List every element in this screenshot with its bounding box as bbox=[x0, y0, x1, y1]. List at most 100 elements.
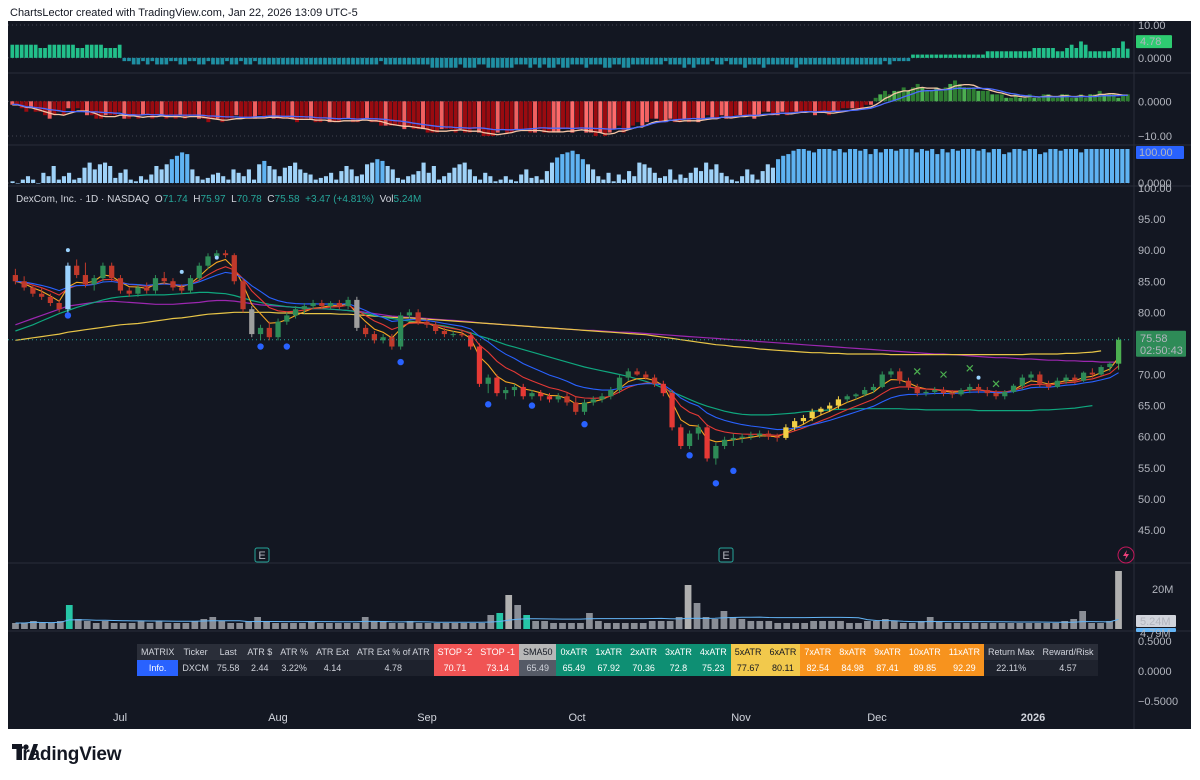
osc1-bar bbox=[355, 57, 360, 65]
signal-dot-top bbox=[65, 248, 70, 253]
osc3-bar bbox=[955, 150, 960, 183]
osc1-bar bbox=[1107, 51, 1111, 58]
osc1-bar bbox=[607, 57, 612, 68]
osc1-bar bbox=[1018, 51, 1023, 58]
osc1-bar bbox=[491, 57, 495, 68]
osc2-bar bbox=[472, 101, 477, 130]
osc3-bar bbox=[1048, 149, 1053, 183]
tradingview-logo[interactable]: TradingView bbox=[12, 744, 122, 766]
earnings-e-icon[interactable]: E bbox=[254, 547, 270, 563]
osc2-bar bbox=[920, 87, 925, 102]
volume-bar bbox=[505, 595, 513, 629]
osc1-bar bbox=[724, 57, 729, 62]
osc2-bar bbox=[1027, 94, 1032, 102]
candle-body bbox=[520, 386, 526, 397]
osc3-bar bbox=[210, 174, 215, 183]
osc1-bar bbox=[127, 57, 131, 62]
signal-dot bbox=[686, 452, 693, 459]
matrix-value-cell: 2.44 bbox=[243, 660, 277, 676]
candle-body bbox=[1019, 377, 1025, 386]
osc2-bar bbox=[145, 101, 150, 116]
osc3-bar bbox=[693, 167, 698, 183]
tradingview-logo-text: TradingView bbox=[12, 744, 122, 765]
osc1-bar bbox=[33, 44, 38, 58]
osc3-bar bbox=[56, 179, 61, 183]
osc2-bar bbox=[771, 101, 775, 116]
volume-bar bbox=[1097, 623, 1104, 629]
osc3-bar bbox=[734, 181, 740, 183]
osc3-bar bbox=[1053, 149, 1058, 183]
osc2-bar bbox=[327, 101, 332, 123]
osc3-bar bbox=[10, 181, 15, 183]
lightning-icon[interactable] bbox=[1117, 546, 1135, 564]
osc3-bar bbox=[1089, 149, 1094, 183]
matrix-header-cell: 9xATR bbox=[870, 644, 905, 660]
osc3-bar bbox=[878, 152, 883, 183]
chart-area[interactable]: 10.00 0.0000 4.78 0.0000 −10.00 0.0000 100.00 1… bbox=[8, 21, 1191, 729]
osc2-bar bbox=[864, 101, 869, 105]
volume-average-line bbox=[15, 616, 1119, 624]
osc3-bar bbox=[113, 177, 118, 183]
volume-bar bbox=[792, 623, 800, 629]
osc2-bar bbox=[61, 101, 66, 116]
osc2-bar bbox=[1107, 94, 1111, 102]
osc2-bar bbox=[505, 101, 509, 133]
chart-canvas[interactable]: 10.000.00004.780.0000−10.000.0000100.001… bbox=[8, 21, 1191, 729]
earnings-e-icon[interactable]: E bbox=[718, 547, 734, 563]
osc3-bar bbox=[642, 164, 647, 183]
osc3-bar bbox=[436, 179, 442, 183]
osc1-bar bbox=[850, 57, 855, 65]
candle-body bbox=[441, 330, 448, 335]
matrix-value-cell: 75.58 bbox=[212, 660, 244, 676]
osc2-bar bbox=[999, 94, 1004, 102]
volume-bar bbox=[765, 621, 773, 629]
volume-bar bbox=[200, 619, 208, 629]
osc2-bar bbox=[402, 101, 407, 130]
lower-axis-label: 0.0000 bbox=[1138, 666, 1172, 678]
osc2-bar bbox=[313, 101, 318, 123]
osc3-bar bbox=[349, 169, 354, 183]
osc1-bar bbox=[859, 57, 864, 65]
matrix-value-cell: 89.85 bbox=[904, 660, 945, 676]
legend-symbol-name[interactable]: DexCom, Inc. · 1D · NASDAQ bbox=[16, 194, 150, 205]
osc1-bar bbox=[365, 57, 369, 65]
osc2-bar bbox=[985, 90, 990, 102]
osc2-bar bbox=[1023, 97, 1027, 102]
osc3-bar bbox=[611, 181, 616, 183]
osc1-bar bbox=[337, 57, 341, 65]
candle-body bbox=[39, 293, 45, 297]
candle-body bbox=[905, 380, 912, 387]
osc3-bar bbox=[801, 149, 806, 183]
candle-body bbox=[975, 386, 982, 391]
osc3-bar bbox=[817, 149, 822, 183]
osc2-bar bbox=[939, 90, 943, 102]
osc2-bar bbox=[584, 101, 589, 133]
volume-value-label: 5.24M bbox=[1140, 616, 1171, 628]
osc1-value-label: 4.78 bbox=[1140, 36, 1161, 48]
osc2-bar bbox=[547, 101, 551, 133]
osc2-bar bbox=[481, 101, 486, 137]
candle-body bbox=[774, 436, 780, 438]
osc1-bar bbox=[1125, 48, 1130, 58]
volume-bar bbox=[379, 621, 387, 629]
osc1-bar bbox=[985, 51, 990, 58]
matrix-header-cell: 2xATR bbox=[626, 644, 662, 660]
osc2-bar bbox=[696, 101, 701, 123]
osc2-bar bbox=[519, 101, 523, 130]
osc1-bar bbox=[267, 57, 271, 65]
osc2-slow-line bbox=[12, 87, 1128, 131]
candle-body bbox=[494, 377, 500, 394]
osc3-bar bbox=[102, 162, 108, 183]
osc2-bar bbox=[80, 101, 85, 112]
volume-bar bbox=[559, 623, 566, 629]
osc2-bar bbox=[1046, 94, 1051, 102]
matrix-header-cell: 11xATR bbox=[944, 644, 984, 660]
osc2-bar bbox=[1121, 94, 1125, 102]
osc1-bar bbox=[262, 57, 267, 65]
volume-axis-label: 20M bbox=[1152, 584, 1173, 596]
volume-bar bbox=[92, 623, 100, 629]
candle-body bbox=[1098, 367, 1104, 375]
price-badge bbox=[1136, 330, 1186, 357]
osc3-bar bbox=[544, 171, 549, 183]
osc3-bar bbox=[740, 176, 745, 183]
